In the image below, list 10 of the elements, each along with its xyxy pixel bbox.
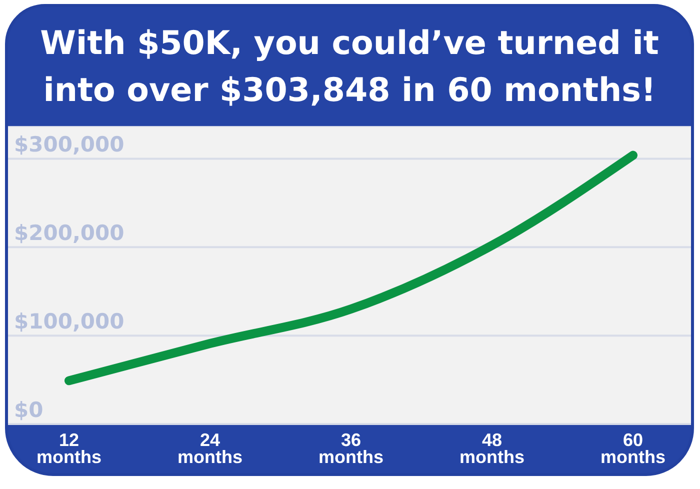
y-tick-label: $0 (14, 398, 44, 422)
y-tick-label: $100,000 (14, 310, 124, 334)
y-tick-label: $300,000 (14, 132, 124, 157)
x-tick-label: 60 months (600, 430, 666, 467)
x-tick-label: 36 months (318, 430, 384, 467)
chart-title: With $50K, you could’ve turned it into over $303,848 in 60 months! (39, 22, 660, 110)
x-tick-label: 12 months (36, 430, 102, 467)
x-tick-label: 24 months (178, 430, 242, 467)
x-tick-label: 48 months (460, 430, 524, 467)
y-tick-label: $200,000 (14, 221, 124, 246)
